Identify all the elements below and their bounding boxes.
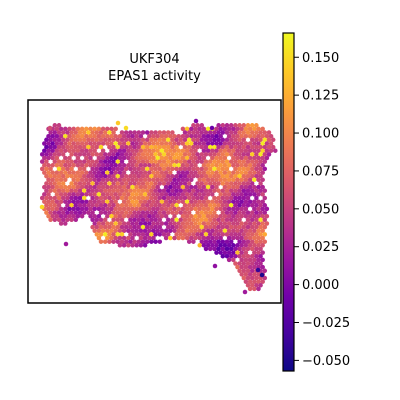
spot [158,239,163,244]
spot [53,218,58,223]
spot [213,264,218,269]
spot [126,243,131,248]
spot-layer [40,119,278,295]
spot [139,243,144,248]
spot [122,243,127,248]
colorbar-tick-label: 0.050 [302,202,339,217]
spot [252,287,256,292]
spot [204,247,209,252]
spot [103,239,108,244]
spot [158,232,163,237]
spot [256,268,261,273]
spot [69,218,74,223]
spot [99,239,104,244]
colorbar-tick-label: 0.000 [302,278,339,293]
spot [164,236,169,241]
spot [214,250,219,255]
spot [172,236,177,241]
spot [63,221,68,226]
spot [107,239,112,244]
colorbar-tick-label: −0.050 [302,354,350,369]
colorbar-tick-label: 0.025 [302,240,339,255]
spot [118,243,123,248]
spot [116,121,121,126]
colorbar-ticks: 0.150 0.125 0.100 0.075 0.050 0.025 0.000 −0.02… [294,51,350,369]
colorbar-tick-label: 0.100 [302,127,339,142]
spot [194,119,199,124]
colorbar-tick-label: 0.075 [302,164,339,179]
spot [187,239,192,244]
colorbar-tick-label: −0.025 [302,316,350,331]
spot [64,242,69,247]
spot [256,287,261,292]
spot [191,239,196,244]
spot [80,214,85,219]
spot [273,148,278,153]
spot [48,126,53,131]
spot [176,236,181,241]
spot [134,243,139,248]
colorbar-tick-label: 0.150 [302,51,339,66]
spot [227,258,232,263]
spot [197,243,202,248]
spot [59,221,64,226]
spot [260,273,265,278]
spot [111,239,116,244]
spot [74,218,79,223]
spot [40,205,45,210]
spot [124,126,129,131]
spot [48,218,53,223]
spot [153,239,158,244]
spot [208,247,213,252]
spot [130,243,135,248]
spot [210,126,215,131]
spot [248,287,253,292]
spot [243,290,248,295]
spot [149,239,154,244]
spot [143,243,148,248]
spot [181,236,186,241]
colorbar [283,33,294,371]
colorbar-tick-label: 0.125 [302,89,339,104]
spot [221,254,226,259]
spot [168,236,173,241]
